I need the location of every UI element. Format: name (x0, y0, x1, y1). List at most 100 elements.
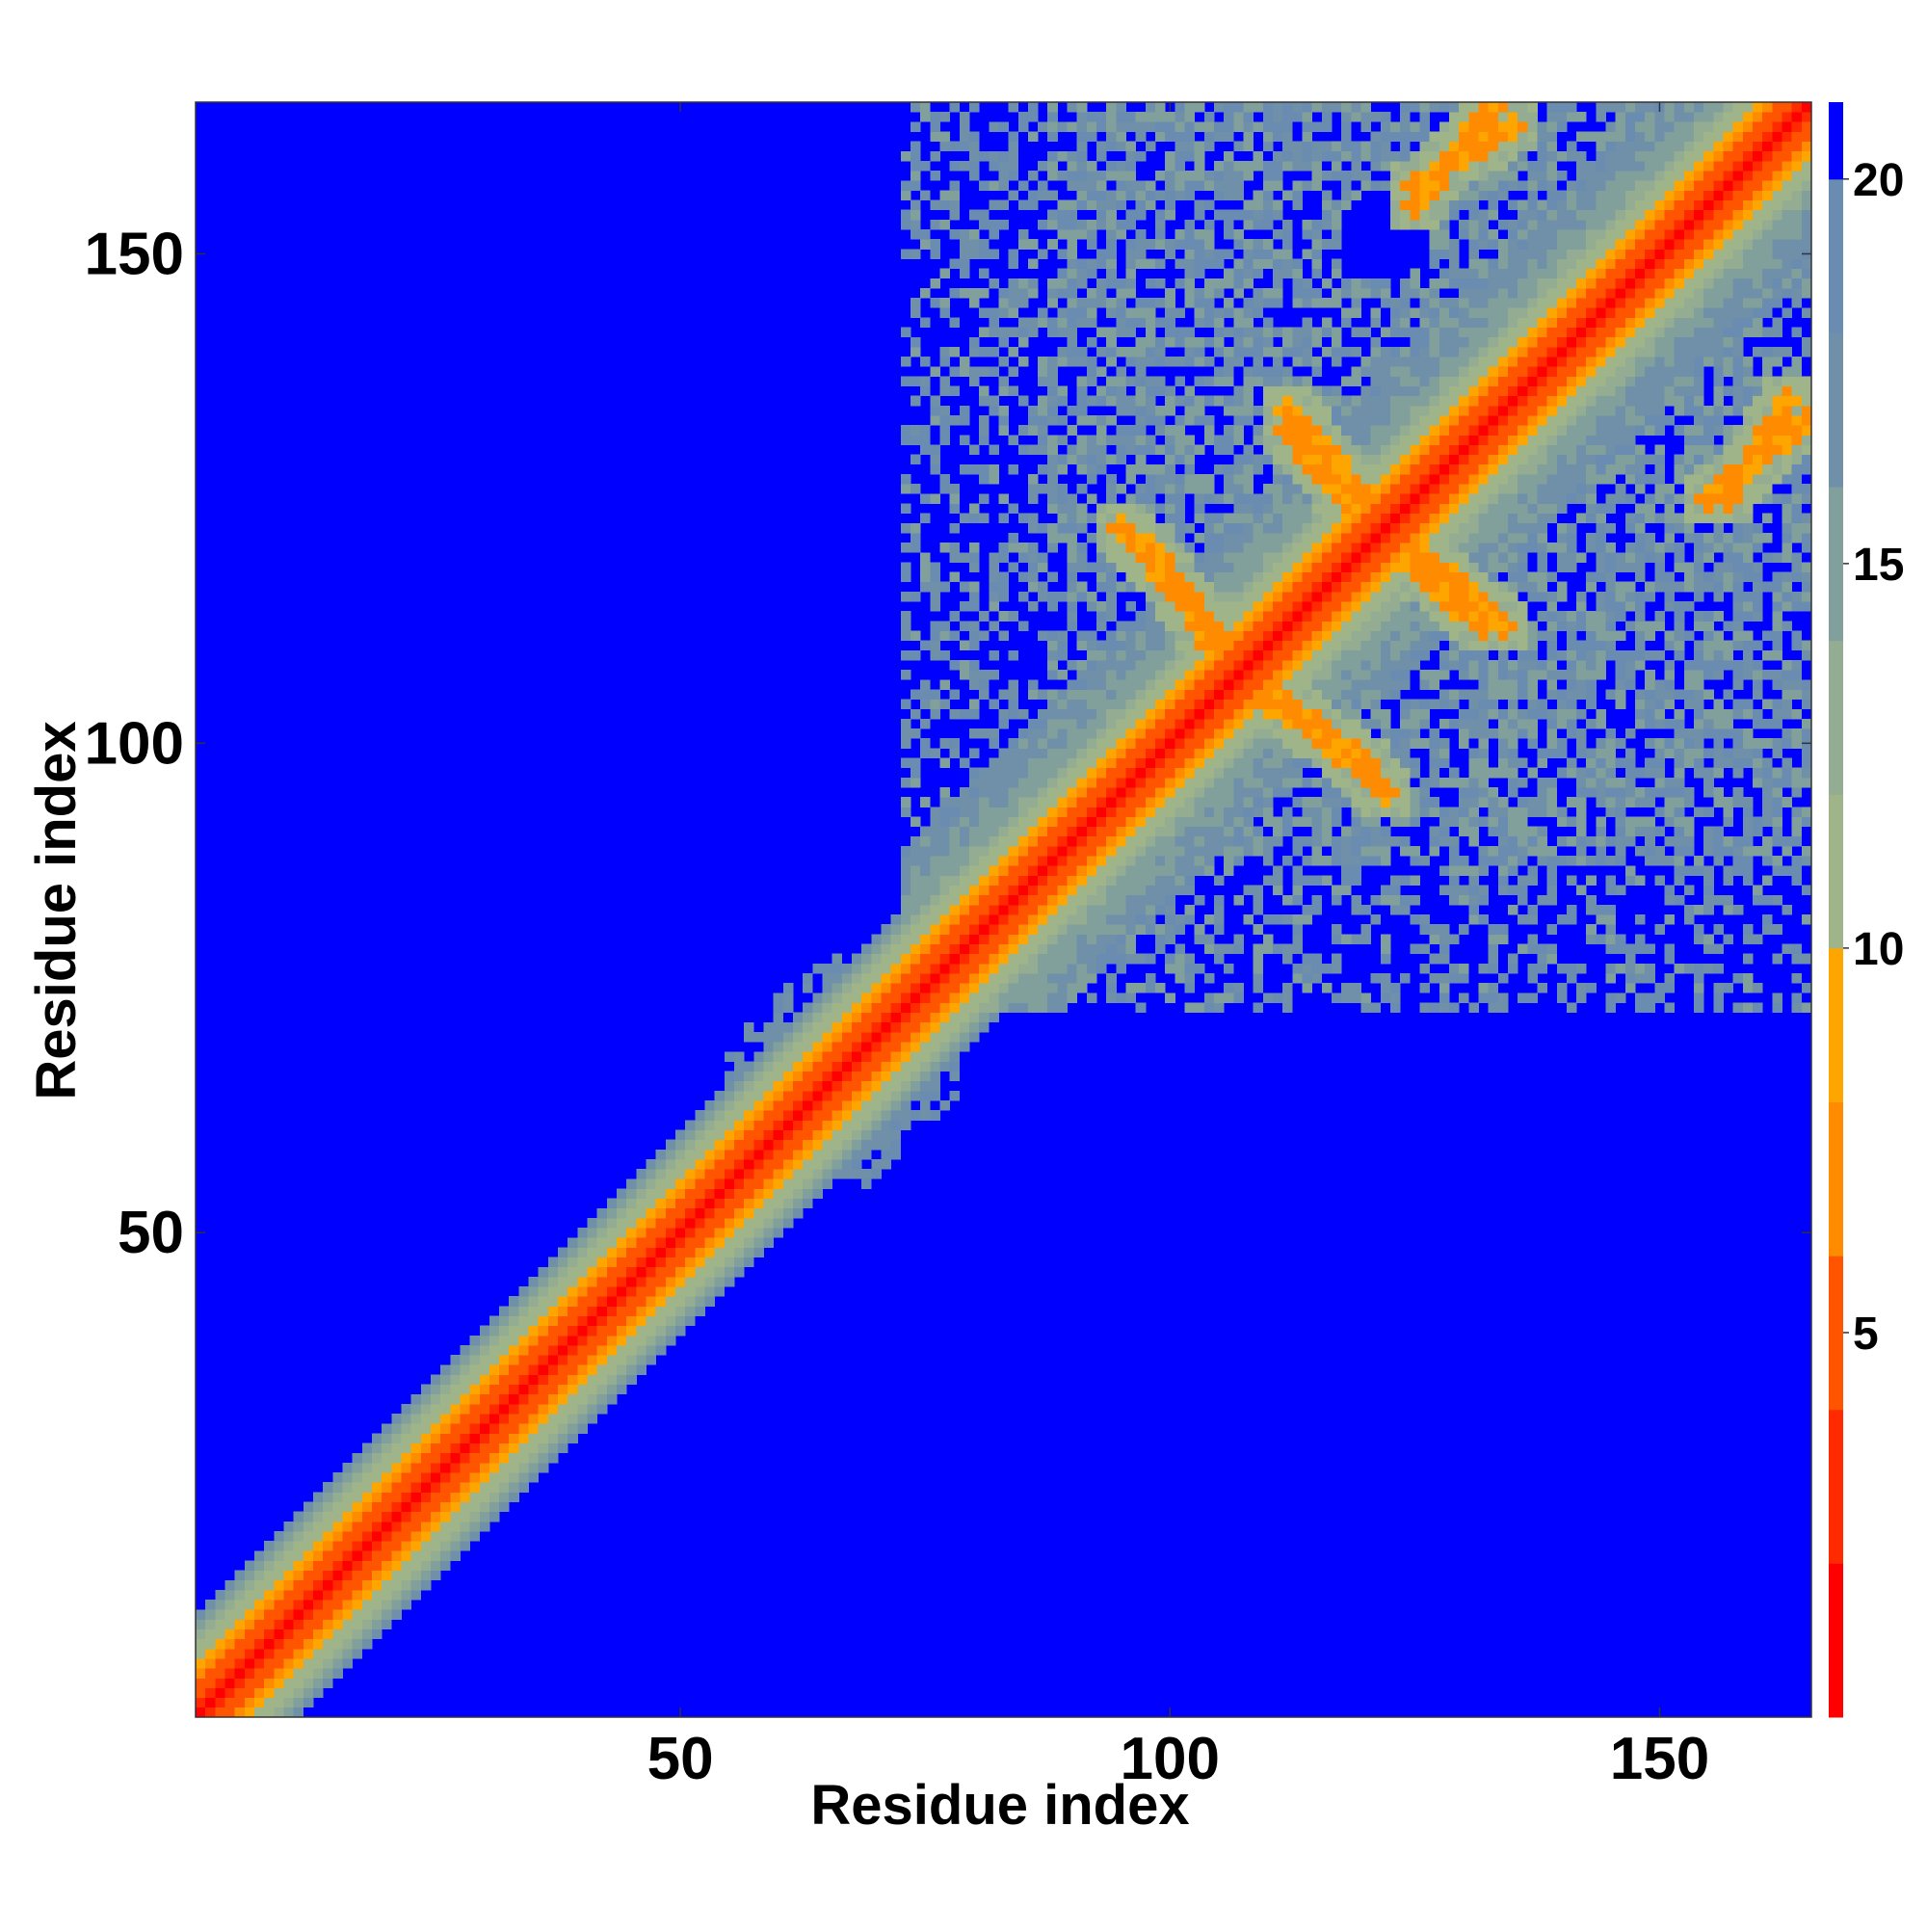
heatmap-cell (1184, 914, 1196, 925)
heatmap-cell (724, 1188, 735, 1200)
heatmap-cell (1116, 816, 1126, 828)
heatmap-cell (1086, 376, 1097, 386)
heatmap-cell (1203, 307, 1215, 318)
heatmap-cell (1400, 807, 1411, 817)
heatmap-cell (205, 1619, 216, 1629)
heatmap-cell (509, 1433, 519, 1443)
heatmap-cell (1184, 258, 1196, 270)
heatmap-cell (1155, 679, 1166, 690)
heatmap-cell (939, 346, 950, 357)
heatmap-cell (1027, 562, 1039, 572)
heatmap-cell (1243, 258, 1254, 270)
heatmap-cell (1096, 287, 1107, 299)
heatmap-cell (1017, 199, 1029, 211)
heatmap-cell (910, 522, 921, 534)
heatmap-cell (930, 621, 940, 631)
heatmap-cell (1282, 611, 1293, 622)
heatmap-cell (1017, 395, 1029, 407)
heatmap-cell (410, 1541, 422, 1551)
heatmap-cell (1262, 649, 1274, 661)
heatmap-cell (1008, 777, 1019, 788)
heatmap-cell (920, 904, 931, 915)
heatmap-cell (577, 1335, 588, 1346)
heatmap-cell (1203, 670, 1215, 680)
heatmap-cell (900, 649, 911, 661)
heatmap-cell (538, 1335, 549, 1346)
heatmap-cell (1243, 513, 1254, 524)
heatmap-cell (1165, 484, 1175, 494)
heatmap-cell (1067, 239, 1078, 250)
heatmap-cell (391, 1482, 402, 1493)
heatmap-cell (900, 190, 911, 200)
heatmap-cell (528, 1433, 540, 1443)
heatmap-cell (655, 1198, 667, 1209)
heatmap-cell (861, 1139, 872, 1151)
heatmap-cell (1302, 728, 1313, 739)
heatmap-cell (803, 1080, 813, 1092)
heatmap-cell (1096, 121, 1107, 132)
heatmap-cell (1273, 562, 1283, 572)
heatmap-cell (1262, 503, 1274, 515)
heatmap-cell (998, 150, 1009, 162)
heatmap-cell (499, 1355, 510, 1365)
heatmap-cell (1262, 689, 1274, 701)
heatmap-cell (1057, 171, 1068, 181)
heatmap-cell (1175, 131, 1185, 143)
heatmap-cell (312, 1628, 324, 1640)
heatmap-cell (1389, 581, 1401, 593)
heatmap-cell (1282, 777, 1293, 788)
heatmap-cell (1038, 934, 1048, 944)
heatmap-cell (930, 219, 940, 230)
heatmap-cell (1145, 513, 1156, 524)
heatmap-cell (1017, 112, 1029, 122)
heatmap-cell (782, 992, 794, 1003)
heatmap-cell (1047, 366, 1058, 377)
heatmap-cell (792, 1188, 804, 1200)
heatmap-cell (1302, 229, 1313, 240)
heatmap-cell (939, 219, 950, 230)
heatmap-cell (753, 1100, 764, 1111)
heatmap-cell (312, 1648, 324, 1659)
heatmap-cell (1017, 298, 1029, 308)
heatmap-cell (1106, 845, 1117, 857)
heatmap-cell (1106, 826, 1117, 837)
heatmap-cell (410, 1501, 422, 1513)
heatmap-cell (371, 1521, 383, 1532)
heatmap-cell (939, 1100, 950, 1111)
heatmap-cell (695, 1217, 705, 1229)
heatmap-cell (1008, 435, 1019, 445)
heatmap-cell (547, 1257, 559, 1268)
heatmap-cell (1076, 376, 1088, 386)
heatmap-cell (1165, 543, 1175, 553)
heatmap-cell (1194, 258, 1205, 270)
heatmap-cell (1203, 581, 1215, 593)
heatmap-cell (558, 1355, 568, 1365)
heatmap-cell (949, 1071, 961, 1082)
heatmap-cell (1389, 522, 1401, 534)
heatmap-cell (636, 1296, 647, 1307)
heatmap-cell (488, 1384, 500, 1395)
heatmap-cell (244, 1600, 255, 1610)
heatmap-cell (1214, 924, 1225, 935)
heatmap-cell (596, 1257, 608, 1268)
heatmap-cell (1262, 287, 1274, 299)
heatmap-cell (1057, 493, 1068, 504)
heatmap-cell (1017, 894, 1029, 906)
heatmap-cell (1203, 992, 1215, 1003)
heatmap-cell (323, 1579, 333, 1591)
heatmap-cell (1008, 150, 1019, 162)
heatmap-cell (1380, 571, 1391, 583)
heatmap-cell (1125, 601, 1137, 612)
heatmap-cell (1194, 503, 1205, 515)
heatmap-cell (1008, 699, 1019, 710)
heatmap-cell (1341, 670, 1352, 680)
heatmap-cell (636, 1217, 647, 1229)
heatmap-cell (332, 1570, 343, 1581)
heatmap-cell (998, 943, 1009, 955)
heatmap-cell (1214, 376, 1225, 386)
heatmap-cell (1331, 787, 1342, 798)
heatmap-cell (1282, 562, 1293, 572)
heatmap-cell (782, 1198, 794, 1209)
heatmap-cell (1145, 924, 1156, 935)
heatmap-cell (1214, 571, 1225, 583)
